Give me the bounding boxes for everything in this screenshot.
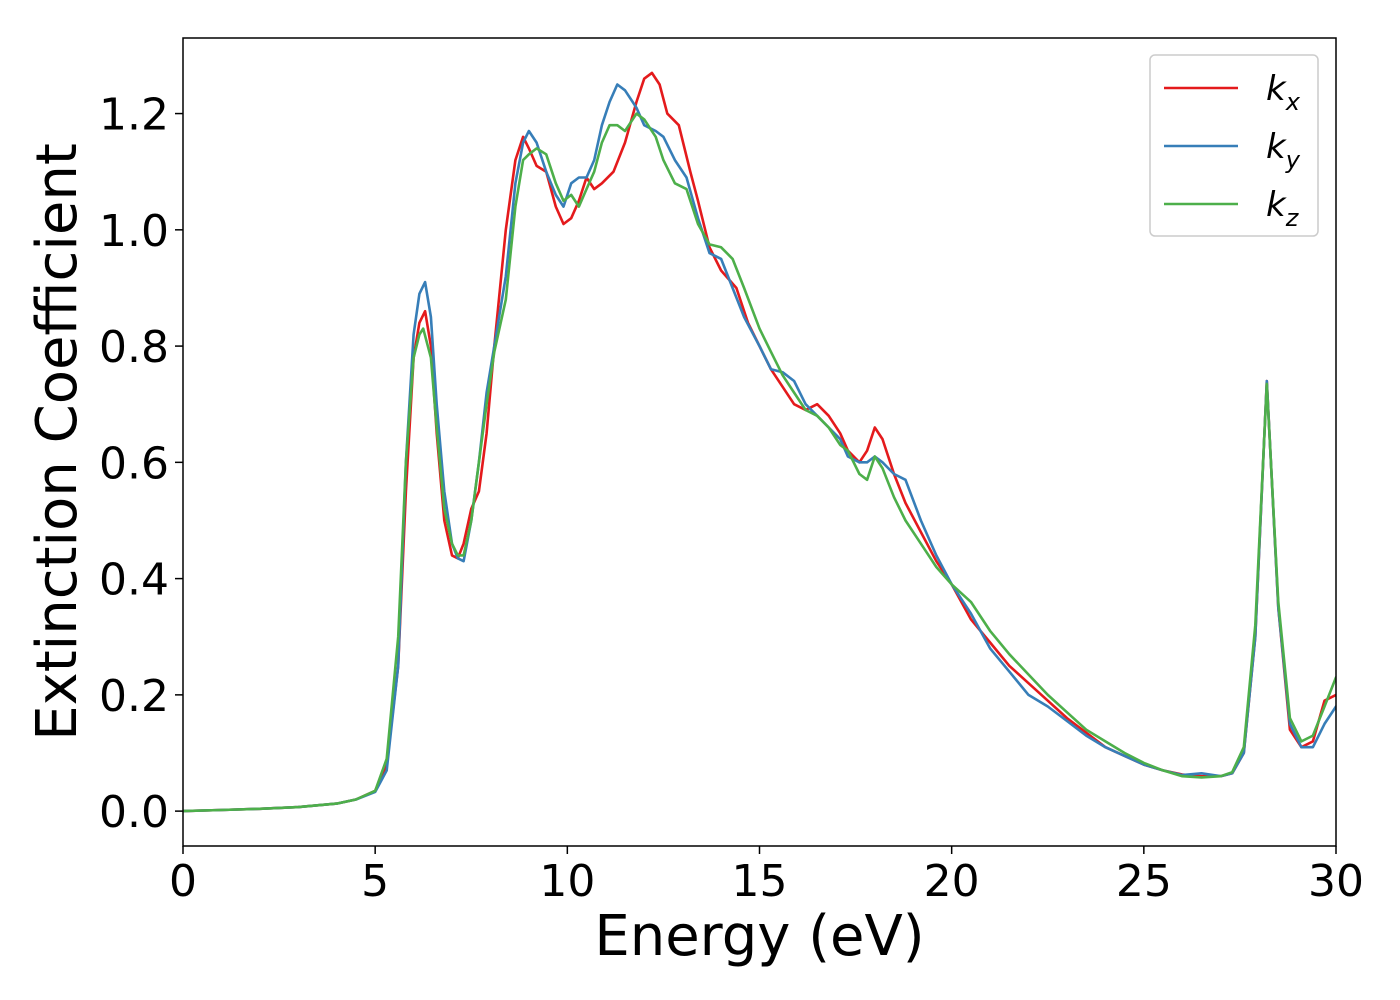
- x-axis-title: Energy (eV): [594, 904, 924, 969]
- y-tick-label: 1.2: [99, 90, 169, 141]
- series-layer: [183, 71, 1336, 813]
- legend-label-main: k: [1266, 185, 1287, 225]
- y-tick-label: 0.8: [99, 322, 169, 373]
- legend-label-subscript: x: [1285, 88, 1301, 116]
- legend-label-subscript: y: [1285, 146, 1301, 174]
- x-tick-label: 20: [924, 856, 980, 907]
- legend-label-kx: kx: [1266, 69, 1301, 116]
- legend-label-ky: ky: [1266, 127, 1301, 174]
- legend-label-kz: kz: [1266, 185, 1300, 232]
- y-axis-title: Extinction Coefficient: [25, 143, 90, 741]
- x-axis: 0 5 10 15 20 25 30: [169, 846, 1364, 907]
- y-tick-label: 0.6: [99, 438, 169, 489]
- x-tick-label: 15: [732, 856, 788, 907]
- y-tick-label: 0.0: [99, 787, 169, 838]
- x-tick-label: 5: [361, 856, 389, 907]
- x-tick-label: 25: [1116, 856, 1172, 907]
- legend-label-main: k: [1266, 69, 1287, 109]
- y-tick-label: 0.2: [99, 671, 169, 722]
- y-tick-label: 0.4: [99, 555, 169, 606]
- legend-label-main: k: [1266, 127, 1287, 167]
- x-tick-label: 0: [169, 856, 197, 907]
- y-tick-label: 1.0: [99, 206, 169, 257]
- x-tick-label: 30: [1308, 856, 1364, 907]
- x-tick-label: 10: [539, 856, 595, 907]
- legend-label-subscript: z: [1285, 204, 1300, 232]
- series-line-kz: [183, 112, 1336, 813]
- y-axis: 0.0 0.2 0.4 0.6 0.8 1.0 1.2: [99, 90, 183, 838]
